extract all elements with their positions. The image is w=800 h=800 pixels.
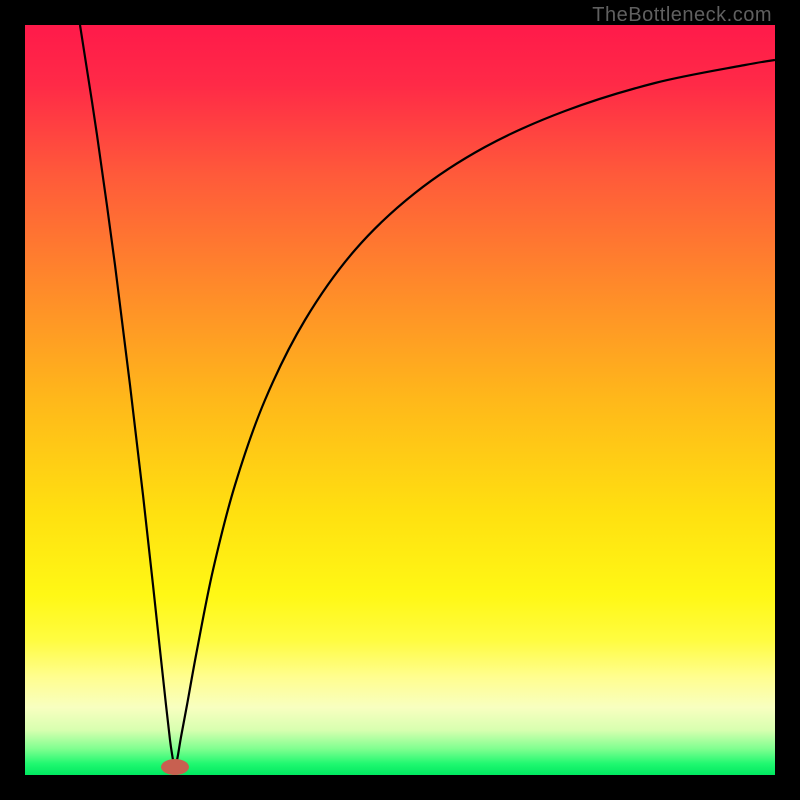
plot-area <box>25 25 775 775</box>
minimum-marker <box>161 759 189 775</box>
bottleneck-curve <box>25 25 775 775</box>
watermark-text: TheBottleneck.com <box>592 4 772 27</box>
